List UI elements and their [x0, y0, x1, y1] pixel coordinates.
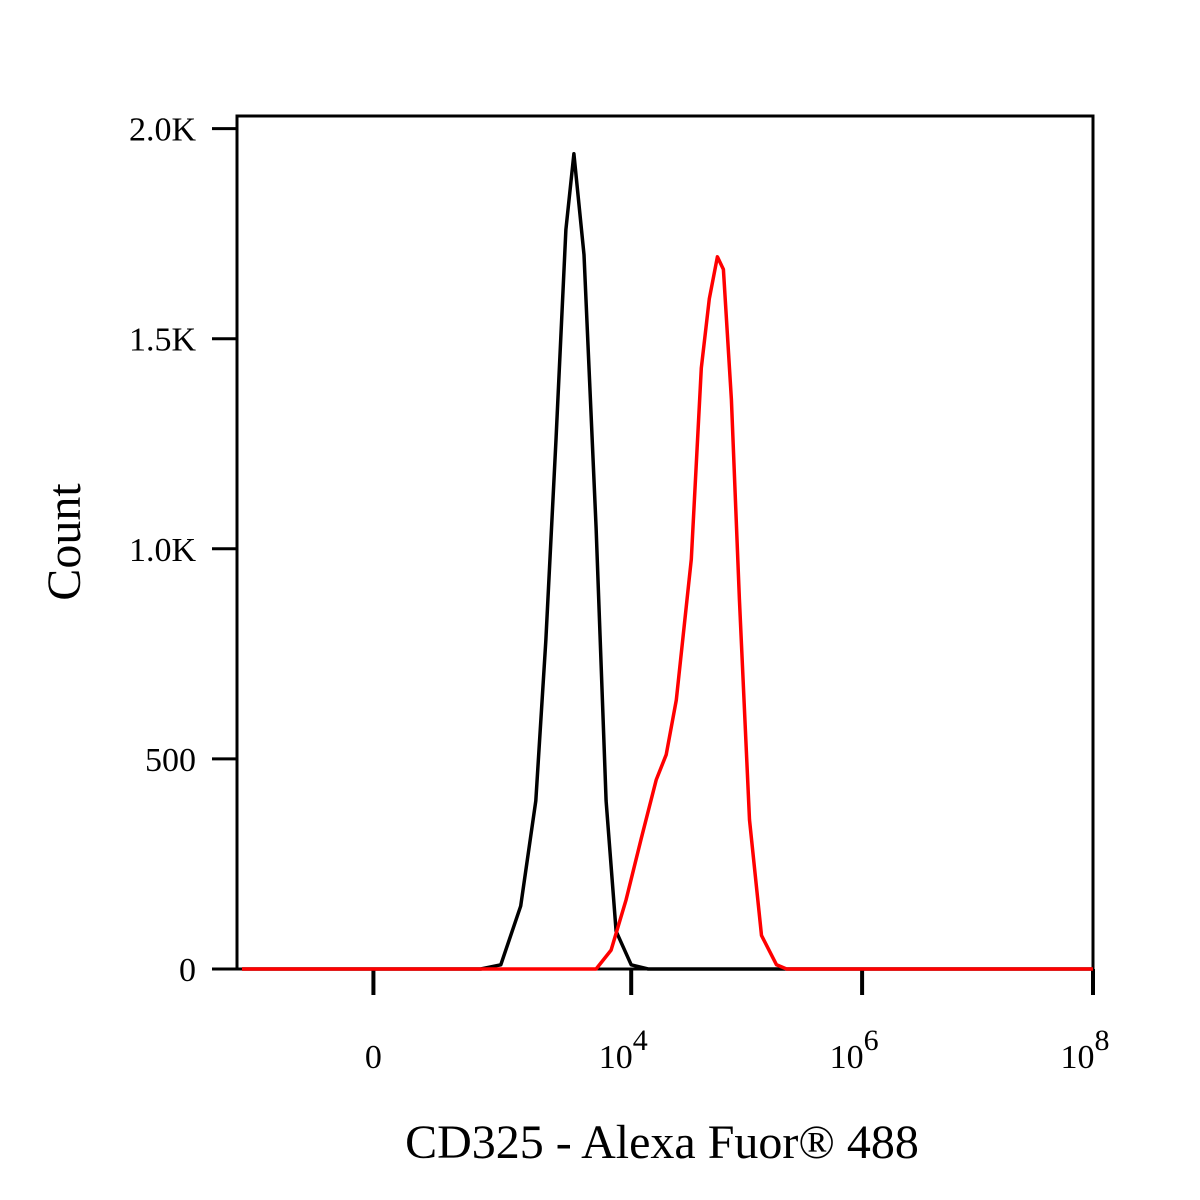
series-line	[242, 152, 1093, 971]
x-tick-power: 6	[864, 1024, 879, 1057]
x-axis-title: CD325 - Alexa Fuor® 488	[405, 1116, 919, 1169]
plot-frame	[235, 114, 1095, 971]
y-tick-label: 2.0K	[129, 112, 197, 149]
series-line	[242, 255, 1093, 971]
x-tick-label: 104	[599, 1024, 648, 1076]
x-tick-base: 10	[830, 1039, 864, 1076]
y-axis-title: Count	[38, 483, 91, 601]
x-tick-base: 10	[599, 1039, 633, 1076]
y-tick-label: 1.5K	[129, 322, 197, 359]
x-tick-base: 10	[1061, 1039, 1095, 1076]
x-tick-label: 106	[830, 1024, 879, 1076]
y-tick-label: 0	[179, 952, 196, 989]
x-tick-label: 0	[365, 1039, 382, 1076]
x-tick-label: 108	[1061, 1024, 1110, 1076]
x-tick-power: 4	[633, 1024, 648, 1057]
x-tick-power: 8	[1095, 1024, 1110, 1057]
y-tick-label: 1.0K	[129, 532, 197, 569]
y-tick-label: 500	[145, 742, 196, 779]
